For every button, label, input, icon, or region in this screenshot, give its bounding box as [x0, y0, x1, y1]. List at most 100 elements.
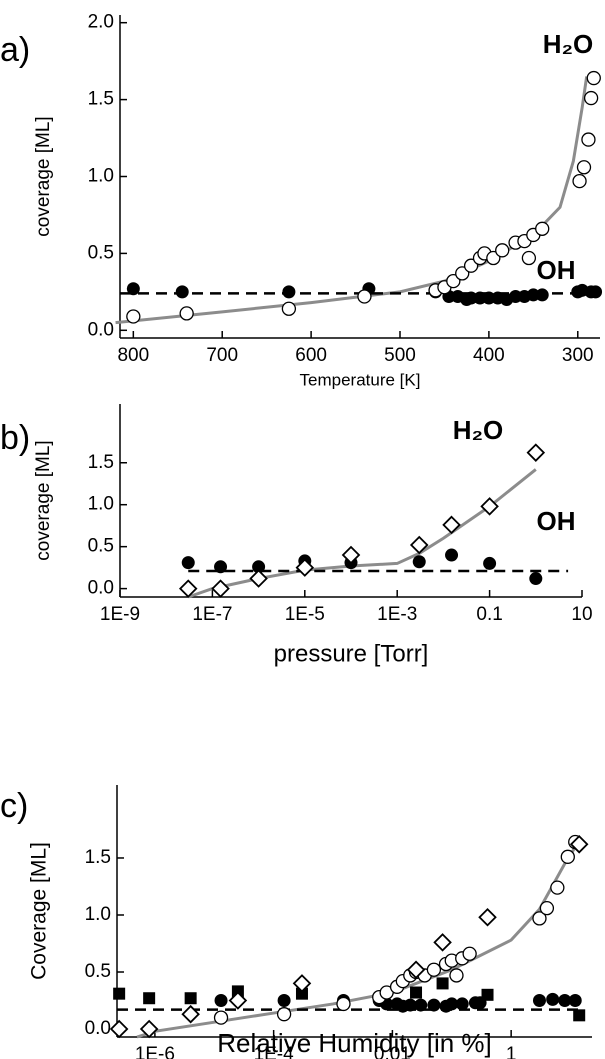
- annotation: OH: [537, 255, 576, 285]
- data-point: [539, 900, 555, 916]
- data-point: [126, 282, 140, 296]
- x-tick-label: 1: [506, 1044, 517, 1059]
- data-point: [409, 535, 429, 555]
- data-point: [568, 994, 582, 1008]
- data-point: [427, 998, 441, 1012]
- panel-label: c): [0, 787, 28, 825]
- data-point: [282, 285, 296, 299]
- data-point: [357, 289, 372, 304]
- y-axis-label: coverage [ML]: [33, 116, 54, 236]
- data-point: [446, 273, 461, 289]
- y-tick-label: 1.0: [88, 494, 114, 515]
- data-point: [473, 996, 487, 1010]
- data-point: [550, 880, 565, 895]
- x-axis-label: pressure [Torr]: [274, 640, 429, 667]
- data-point: [126, 309, 141, 324]
- x-tick-label: 700: [206, 345, 238, 366]
- panel: a) Temperature [K] coverage [ML] 800 700 600 5…: [0, 12, 603, 389]
- y-axis-label: coverage [ML]: [33, 440, 54, 560]
- data-point: [560, 849, 575, 864]
- data-point: [509, 289, 523, 303]
- panel-label: a): [0, 31, 30, 69]
- panel: c) Relative Humidity [in %] Coverage [ML] 1…: [0, 785, 592, 1059]
- y-tick-label: 0.5: [85, 961, 111, 982]
- data-point: [252, 560, 266, 574]
- data-point: [292, 974, 312, 993]
- data-point: [426, 962, 442, 977]
- fit-curve: [115, 76, 589, 325]
- data-point: [463, 258, 479, 273]
- data-point: [464, 291, 478, 305]
- data-point: [526, 443, 546, 462]
- data-point: [442, 515, 461, 535]
- data-point: [403, 998, 417, 1012]
- data-point: [526, 288, 540, 302]
- annotation: H₂O: [543, 29, 594, 59]
- data-point: [581, 132, 596, 147]
- fit-curve: [136, 840, 581, 1039]
- data-point: [336, 996, 351, 1012]
- data-point: [143, 992, 156, 1005]
- data-point: [139, 1019, 159, 1039]
- data-point: [414, 998, 428, 1012]
- data-point: [482, 291, 496, 305]
- data-point: [558, 994, 572, 1008]
- x-axis-label: Relative Humidity [in %]: [217, 1028, 492, 1058]
- data-point: [184, 992, 197, 1005]
- x-tick-label: 500: [384, 345, 416, 366]
- annotation: H₂O: [453, 415, 504, 445]
- y-tick-label: 1.5: [88, 452, 114, 473]
- data-point: [211, 579, 230, 598]
- y-tick-label: 1.5: [85, 847, 111, 868]
- data-point: [249, 569, 268, 588]
- x-tick-label: 600: [295, 345, 327, 366]
- data-point: [277, 994, 291, 1008]
- x-tick-label: 0.01: [374, 1044, 411, 1059]
- x-tick-label: 1E-3: [377, 604, 417, 625]
- y-tick-label: 0.0: [88, 578, 114, 599]
- data-point: [449, 968, 464, 983]
- data-point: [445, 997, 459, 1011]
- x-tick-label: 10: [571, 604, 592, 625]
- x-axis-label: Temperature [K]: [300, 370, 421, 389]
- data-point: [486, 250, 501, 266]
- y-tick-label: 1.5: [88, 89, 114, 110]
- data-point: [228, 991, 248, 1010]
- data-point: [462, 946, 477, 961]
- data-point: [436, 977, 449, 990]
- y-axis-label: Coverage [ML]: [28, 842, 51, 980]
- data-point: [532, 911, 547, 926]
- data-point: [576, 160, 592, 175]
- data-point: [532, 994, 546, 1008]
- data-point: [521, 250, 537, 266]
- data-point: [410, 986, 423, 999]
- data-point: [455, 266, 470, 281]
- x-tick-label: 1E-4: [254, 1044, 295, 1059]
- data-point: [276, 1007, 292, 1022]
- y-tick-label: 2.0: [88, 12, 114, 33]
- y-tick-label: 0.0: [85, 1018, 111, 1039]
- data-point: [589, 285, 603, 299]
- data-point: [495, 243, 510, 258]
- data-point: [281, 301, 297, 316]
- data-point: [295, 558, 315, 577]
- data-point: [572, 173, 587, 189]
- data-point: [113, 987, 126, 1000]
- data-point: [433, 933, 452, 952]
- data-point: [586, 70, 601, 86]
- y-tick-label: 0.5: [88, 536, 114, 557]
- y-tick-label: 0.0: [88, 319, 114, 340]
- data-point: [406, 960, 426, 979]
- data-point: [341, 545, 361, 565]
- data-point: [213, 1010, 229, 1025]
- data-point: [178, 579, 198, 598]
- x-tick-label: 800: [117, 345, 149, 366]
- x-tick-label: 1E-7: [192, 604, 232, 625]
- data-point: [412, 555, 426, 569]
- y-tick-label: 1.0: [85, 904, 111, 925]
- data-point: [175, 285, 189, 299]
- y-tick-label: 1.0: [88, 166, 114, 187]
- panel-label: b): [0, 419, 30, 457]
